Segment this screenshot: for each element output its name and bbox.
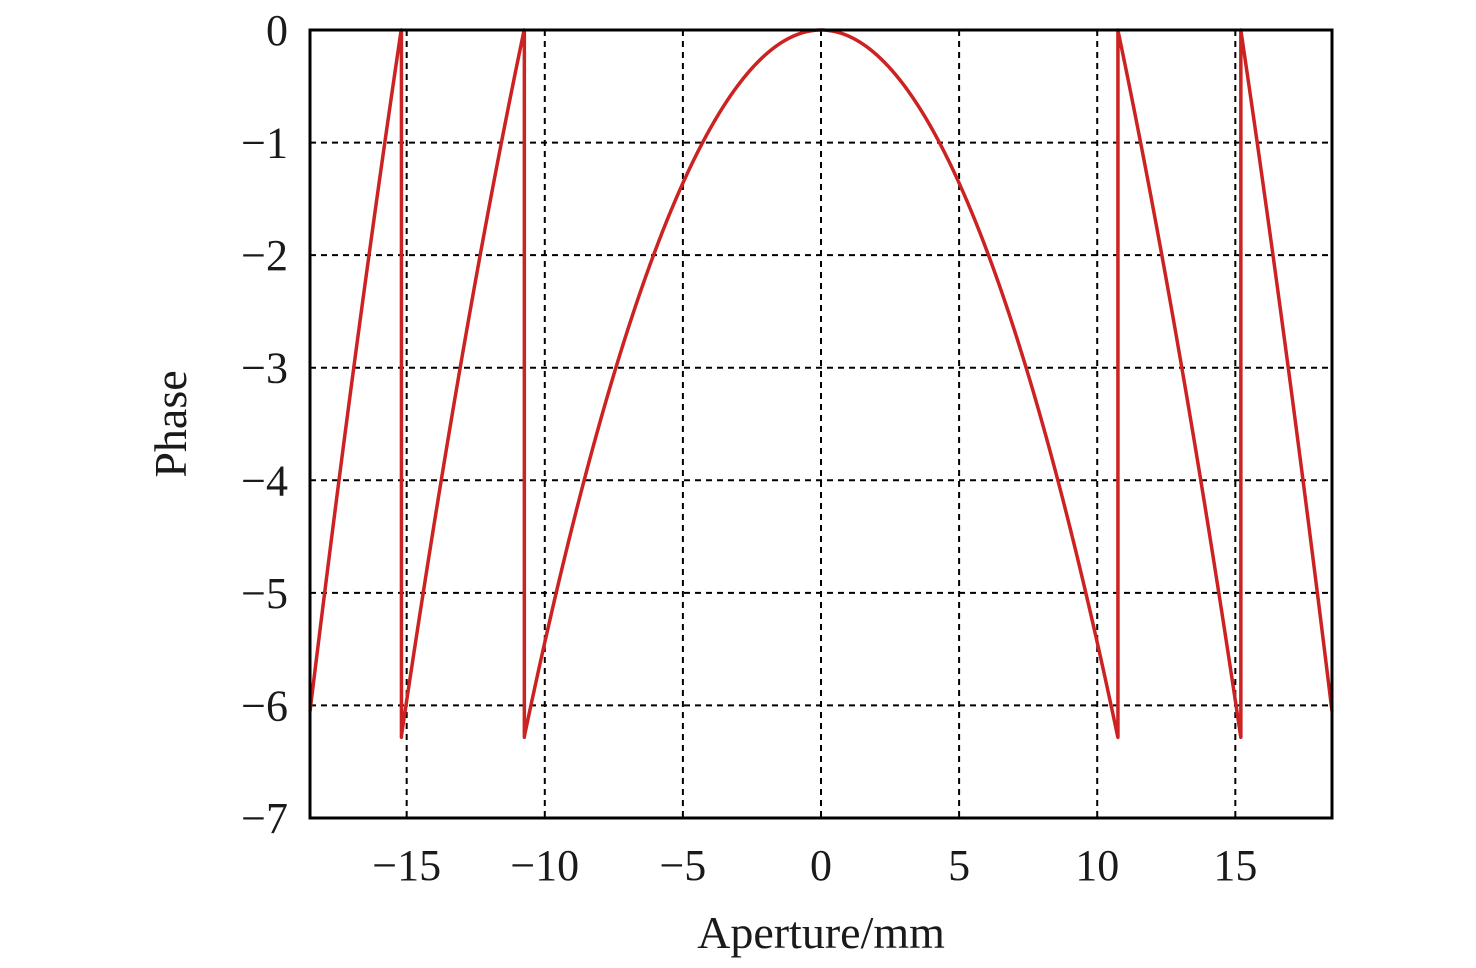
- x-tick-label: 10: [1075, 841, 1119, 890]
- x-tick-labels: −15 −10 −5 0 5 10 15: [372, 841, 1257, 890]
- y-tick-label: −6: [241, 681, 288, 730]
- y-tick-label: −7: [241, 794, 288, 843]
- y-axis-label: Phase: [145, 370, 196, 477]
- y-tick-label: −3: [241, 344, 288, 393]
- x-tick-label: −5: [659, 841, 706, 890]
- x-tick-label: 5: [948, 841, 970, 890]
- x-tick-label: 15: [1213, 841, 1257, 890]
- y-tick-label: −5: [241, 569, 288, 618]
- y-tick-label: 0: [266, 6, 288, 55]
- y-tick-label: −4: [241, 456, 288, 505]
- y-tick-label: −2: [241, 231, 288, 280]
- x-tick-label: 0: [810, 841, 832, 890]
- plot-frame: [308, 28, 1334, 820]
- y-tick-label: −1: [241, 119, 288, 168]
- x-tick-label: −15: [372, 841, 441, 890]
- x-axis-label: Aperture/mm: [697, 907, 945, 958]
- x-tick-label: −10: [510, 841, 579, 890]
- y-tick-labels: 0 −1 −2 −3 −4 −5 −6 −7: [241, 6, 288, 843]
- grid: [310, 30, 1332, 818]
